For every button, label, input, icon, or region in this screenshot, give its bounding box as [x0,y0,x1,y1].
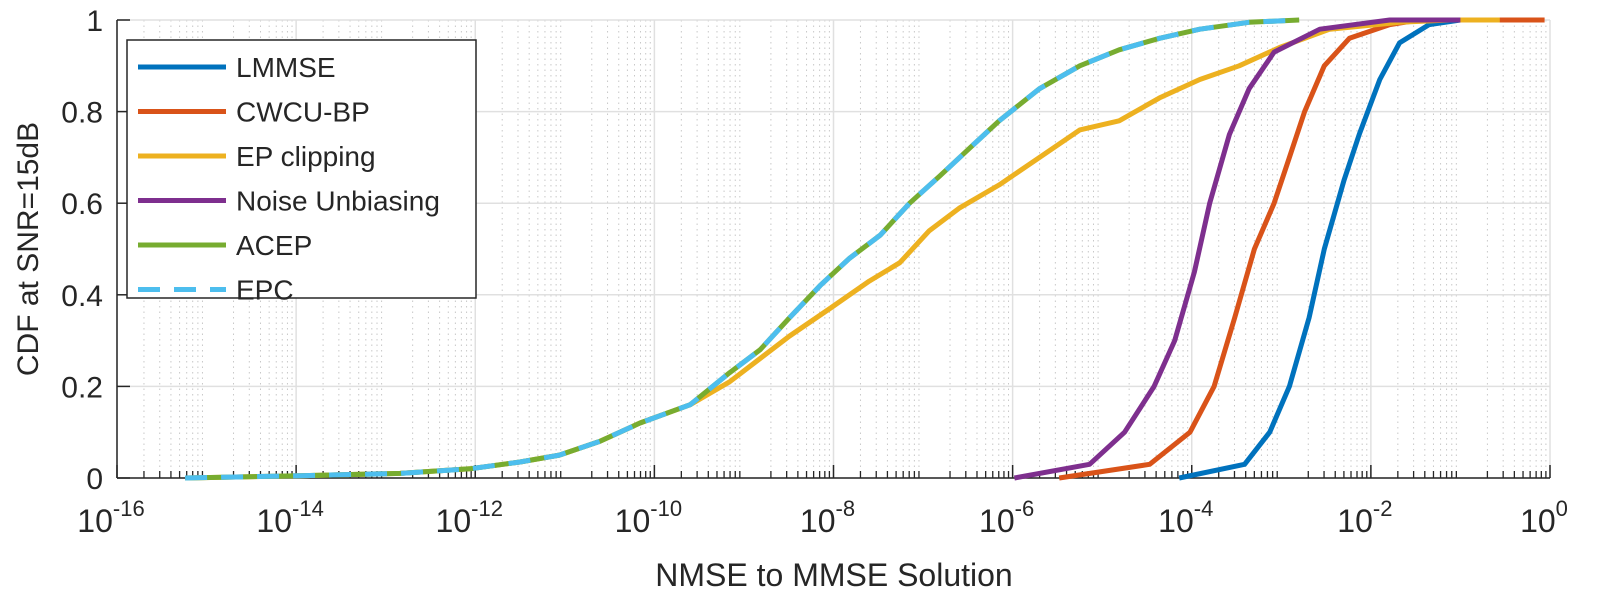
x-tick-label: 10-16 [77,496,144,539]
x-tick-label: 10-12 [436,496,503,539]
y-tick-label: 0.4 [61,280,103,313]
series-lines [185,17,1545,481]
series-line-epc [185,17,1300,481]
x-tick-label: 10-4 [1158,496,1213,539]
x-axis-label: NMSE to MMSE Solution [655,557,1012,593]
legend-label: EPC [236,275,294,306]
x-tick-label: 100 [1520,496,1568,539]
series-line-lmmse [1178,17,1530,481]
legend-label: ACEP [236,230,312,261]
y-tick-label: 0 [86,463,103,496]
x-tick-label: 10-8 [800,496,855,539]
legend-label: LMMSE [236,52,336,83]
legend: LMMSE CWCU-BP EP clipping Noise Unbiasing AC… [126,39,477,306]
y-tick-label: 0.2 [61,371,103,404]
legend-label: Noise Unbiasing [236,186,440,217]
x-tick-label: 10-14 [256,496,323,539]
legend-label: EP clipping [236,141,376,172]
x-tick-label: 10-10 [615,496,682,539]
axes: 10-16 10-14 10-12 10-10 10-8 10-6 10-4 10-2 100 0… [61,5,1568,539]
legend-box [126,39,477,299]
series-line-noise-unbiasing [1013,17,1461,481]
series-line-cwcu-bp [1058,17,1545,481]
y-tick-label: 0.6 [61,188,103,221]
y-axis-label: CDF at SNR=15dB [12,122,45,376]
x-tick-label: 10-6 [979,496,1034,539]
legend-label: CWCU-BP [236,97,370,128]
y-tick-label: 1 [86,5,103,38]
x-tick-label: 10-2 [1337,496,1392,539]
y-tick-label: 0.8 [61,97,103,130]
